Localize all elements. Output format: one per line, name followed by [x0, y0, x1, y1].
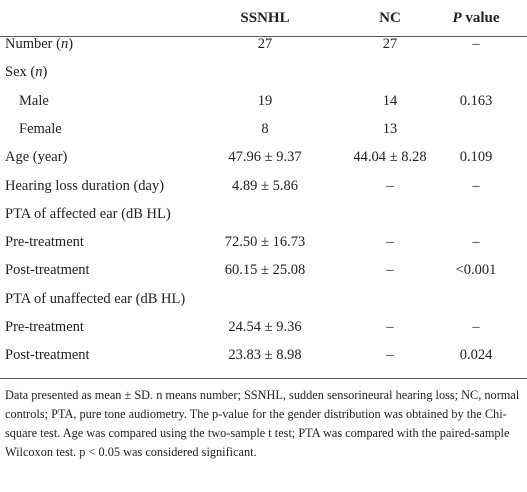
cell-ssnhl: 47.96 ± 9.37	[228, 149, 302, 166]
text-segment: Pre-treatment	[5, 319, 84, 335]
cell-nc: –	[386, 347, 394, 364]
cell-ssnhl: 72.50 ± 16.73	[224, 234, 306, 251]
cell-nc: 44.04 ± 8.28	[353, 149, 427, 166]
cell-ssnhl: 24.54 ± 9.36	[228, 319, 302, 335]
row-label: Number (n)	[5, 34, 73, 54]
text-segment: Female	[19, 120, 62, 137]
cell-p: –	[472, 234, 480, 251]
cell-ssnhl: 4.89 ± 5.86	[232, 177, 298, 194]
cell-p: 0.024	[459, 347, 493, 364]
row-label: Hearing loss duration (day)	[5, 176, 164, 196]
text-segment: )	[68, 36, 74, 52]
row-label: PTA of unaffected ear (dB HL)	[5, 289, 185, 309]
bottom-rule	[0, 378, 527, 379]
text-segment: P	[452, 10, 462, 26]
cell-p: –	[472, 177, 480, 194]
cell-nc: –	[386, 319, 394, 335]
row-label: Male	[19, 91, 49, 111]
row-label: PTA of affected ear (dB HL)	[5, 204, 171, 224]
row-label: Post-treatment	[5, 260, 90, 280]
header-p: P value	[376, 8, 527, 28]
cell-ssnhl: 27	[257, 36, 273, 52]
text-segment: Age (year)	[5, 149, 68, 166]
text-segment: Hearing loss duration (day)	[5, 177, 165, 194]
cell-nc: –	[386, 262, 394, 279]
header-ssnhl: SSNHL	[240, 10, 290, 26]
text-segment: Male	[19, 92, 49, 109]
footnote: Data presented as mean ± SD. n means num…	[5, 388, 520, 459]
row-label: Pre-treatment	[5, 232, 84, 252]
text-segment: value	[461, 10, 500, 26]
text-segment: PTA of affected ear (dB HL)	[5, 205, 171, 222]
text-segment: Number (	[5, 36, 61, 52]
cell-ssnhl: 19	[257, 92, 273, 109]
header-nc: NC	[379, 10, 401, 26]
cell-ssnhl: 8	[261, 120, 269, 137]
cell-ssnhl: 23.83 ± 8.98	[228, 347, 302, 364]
row-label: Sex (n)	[5, 62, 47, 82]
cell-nc: 14	[382, 92, 398, 109]
cell-p: –	[472, 319, 480, 335]
cell-nc: –	[386, 234, 394, 251]
cell-p: 0.163	[459, 92, 493, 109]
header-rule	[0, 36, 527, 37]
cell-ssnhl: 60.15 ± 25.08	[224, 262, 306, 279]
cell-p: –	[472, 36, 480, 52]
text-segment: PTA of unaffected ear (dB HL)	[5, 290, 186, 307]
cell-nc: –	[386, 177, 394, 194]
row-label: Post-treatment	[5, 345, 90, 365]
row-label: Female	[19, 119, 62, 139]
text-segment: n	[60, 36, 69, 52]
cell-p: <0.001	[455, 262, 497, 279]
text-segment: Post-treatment	[5, 262, 90, 279]
row-label: Pre-treatment	[5, 317, 84, 337]
row-label: Age (year)	[5, 147, 67, 167]
cell-nc: 27	[382, 36, 398, 52]
text-segment: Sex (	[5, 64, 36, 81]
text-segment: Post-treatment	[5, 347, 90, 364]
text-segment: n	[35, 64, 43, 81]
cell-nc: 13	[382, 120, 398, 137]
text-segment: )	[42, 64, 48, 81]
text-segment: Pre-treatment	[5, 234, 84, 251]
cell-p: 0.109	[459, 149, 493, 166]
